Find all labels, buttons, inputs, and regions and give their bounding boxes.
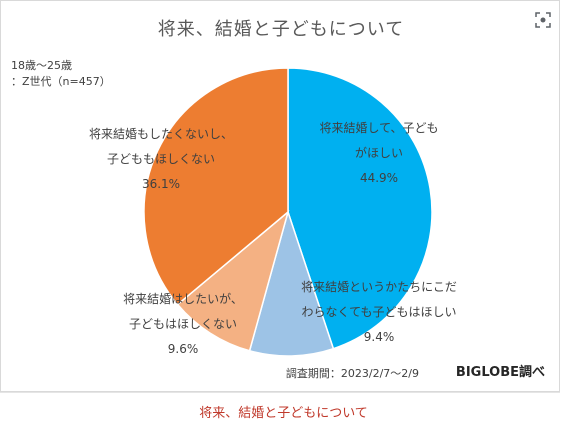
slice-category-label: 子どももほしくない [107,152,215,166]
pie-slice [287,67,433,350]
slice-category-label: 将来結婚して、子ども [319,121,438,135]
pie-slice [248,209,335,357]
survey-period: 調査期間：2023/2/7～2/9 [285,367,419,380]
slice-category-label: 将来結婚はしたいが、 [123,291,243,306]
image-search-icon[interactable] [531,8,555,32]
slice-value-label: 9.4% [364,330,395,344]
pie-slice [143,67,289,306]
figure-caption: 将来、結婚と子どもについて [199,406,368,421]
slice-value-label: 36.1% [142,177,180,191]
sample-age-range: 18歳～25歳 [11,59,72,72]
slice-value-label: 44.9% [360,171,398,185]
slice-category-label: わらなくても子どもはほしい [301,305,456,319]
slice-value-label: 9.6% [168,342,199,356]
sample-size: ：Z世代（n=457） [11,75,111,88]
divider [0,392,560,393]
slice-category-label: がほしい [355,145,403,160]
chart-card: 将来、結婚と子どもについて 18歳～25歳 ：Z世代（n=457） 将来結婚して… [0,0,560,392]
lens-glyph [535,12,551,28]
slice-category-label: 将来結婚というかたちにこだ [301,280,457,294]
slice-category-label: 将来結婚もしたくないし、 [89,127,233,141]
pie-slice [176,209,290,352]
chart-title: 将来、結婚と子どもについて [157,19,405,40]
source-brand: BIGLOBE調べ [455,365,545,380]
slice-category-label: 子どもはほしくない [129,317,237,331]
